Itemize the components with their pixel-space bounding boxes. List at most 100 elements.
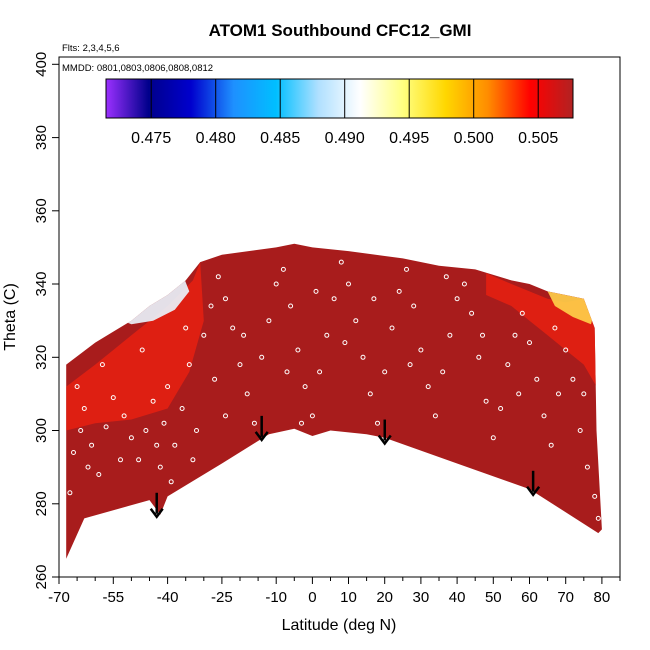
sample-point <box>581 391 587 397</box>
sample-point <box>259 354 265 360</box>
colorbar-tick-label: 0.475 <box>131 130 171 147</box>
sample-point <box>67 490 73 496</box>
sample-point <box>288 303 294 309</box>
sample-point <box>150 398 156 404</box>
sample-point <box>223 296 228 302</box>
sample-point <box>309 413 315 419</box>
sample-point <box>527 340 532 346</box>
sample-point <box>241 332 247 338</box>
sample-point <box>371 296 377 302</box>
y-tick-label: 340 <box>33 271 50 296</box>
chart-title: ATOM1 Southbound CFC12_GMI <box>209 21 472 40</box>
sample-point <box>396 288 402 294</box>
sample-point <box>183 325 189 331</box>
arrow <box>254 415 269 442</box>
y-tick-label: 260 <box>33 564 50 589</box>
sample-point <box>161 420 167 426</box>
colorbar-tick-label: 0.505 <box>518 130 558 147</box>
sample-point <box>179 406 185 411</box>
sample-point <box>165 384 171 390</box>
sample-point <box>592 493 598 499</box>
sample-point <box>143 428 149 433</box>
sample-point <box>382 369 388 375</box>
y-tick-label: 280 <box>33 491 50 516</box>
sample-point <box>215 274 221 280</box>
sample-point <box>139 347 145 353</box>
sample-point <box>324 332 330 338</box>
sample-point <box>172 442 178 448</box>
sample-point <box>476 354 482 360</box>
y-axis-title: Theta (C) <box>2 283 19 351</box>
sample-point <box>299 420 304 426</box>
sample-point <box>71 450 76 455</box>
sample-point <box>280 266 286 272</box>
sample-point <box>338 259 344 265</box>
arrow <box>149 492 164 519</box>
sample-point <box>407 362 413 368</box>
x-axis-title: Latitude (deg N) <box>282 617 397 634</box>
sample-point <box>302 384 308 390</box>
sample-point <box>563 347 569 353</box>
arrow <box>377 419 392 446</box>
x-tick-label: 60 <box>521 589 538 606</box>
x-tick-label: 40 <box>449 589 466 606</box>
sample-point <box>255 442 261 448</box>
north-low-region <box>486 273 597 387</box>
sample-point <box>194 428 199 433</box>
sample-point <box>541 413 547 419</box>
sample-point <box>78 428 84 433</box>
sample-point <box>85 464 91 470</box>
sample-point <box>96 472 102 477</box>
x-tick-label: 70 <box>557 589 574 606</box>
sample-point <box>110 395 116 401</box>
dates-note: MMDD: 0801,0803,0806,0808,0812 <box>62 63 213 74</box>
sample-point <box>128 435 134 441</box>
sample-point <box>89 442 95 448</box>
sample-point <box>443 274 449 280</box>
sample-point <box>154 442 160 448</box>
sample-point <box>103 424 109 430</box>
x-axis: -70 -55 -40 -25 -10 0 10 20 30 40 50 60 70 80 <box>48 577 621 606</box>
x-tick-label: -55 <box>102 589 124 606</box>
sample-point <box>244 391 250 397</box>
north-yellow-region <box>547 291 595 325</box>
sample-point <box>266 318 272 324</box>
sample-point <box>367 391 373 397</box>
sample-point <box>74 384 80 390</box>
sample-point <box>99 362 105 368</box>
colorbar-tick-label: 0.485 <box>260 130 300 147</box>
sample-point <box>212 376 218 382</box>
sample-point <box>284 369 290 375</box>
x-tick-label: 30 <box>413 589 430 606</box>
sample-point <box>577 428 583 433</box>
arrows <box>149 415 541 519</box>
sample-point <box>552 325 558 331</box>
sample-point <box>331 296 337 302</box>
sample-point <box>295 347 301 353</box>
data-field <box>66 243 602 559</box>
sample-point <box>440 369 446 375</box>
sample-point <box>447 332 453 338</box>
arrow <box>526 470 541 497</box>
x-tick-label: 80 <box>594 589 611 606</box>
colorbar-tick-label: 0.500 <box>454 130 494 147</box>
sample-point <box>342 340 348 346</box>
colorbar-bar <box>105 78 574 119</box>
colorbar-tick-label: 0.490 <box>325 130 365 147</box>
sample-point <box>483 398 489 404</box>
x-tick-label: -40 <box>157 589 179 606</box>
sample-points <box>67 259 601 521</box>
y-tick-label: 380 <box>33 125 50 150</box>
sample-point <box>237 362 243 368</box>
colorbar-tick-label: 0.495 <box>389 130 429 147</box>
sample-point <box>418 347 424 353</box>
sample-point <box>490 435 496 441</box>
x-tick-label: -10 <box>265 589 287 606</box>
sample-point <box>346 281 351 287</box>
sample-point <box>570 376 576 382</box>
sample-point <box>190 457 196 463</box>
sample-point <box>425 384 431 390</box>
sample-point <box>461 281 467 287</box>
sample-point <box>118 457 123 463</box>
